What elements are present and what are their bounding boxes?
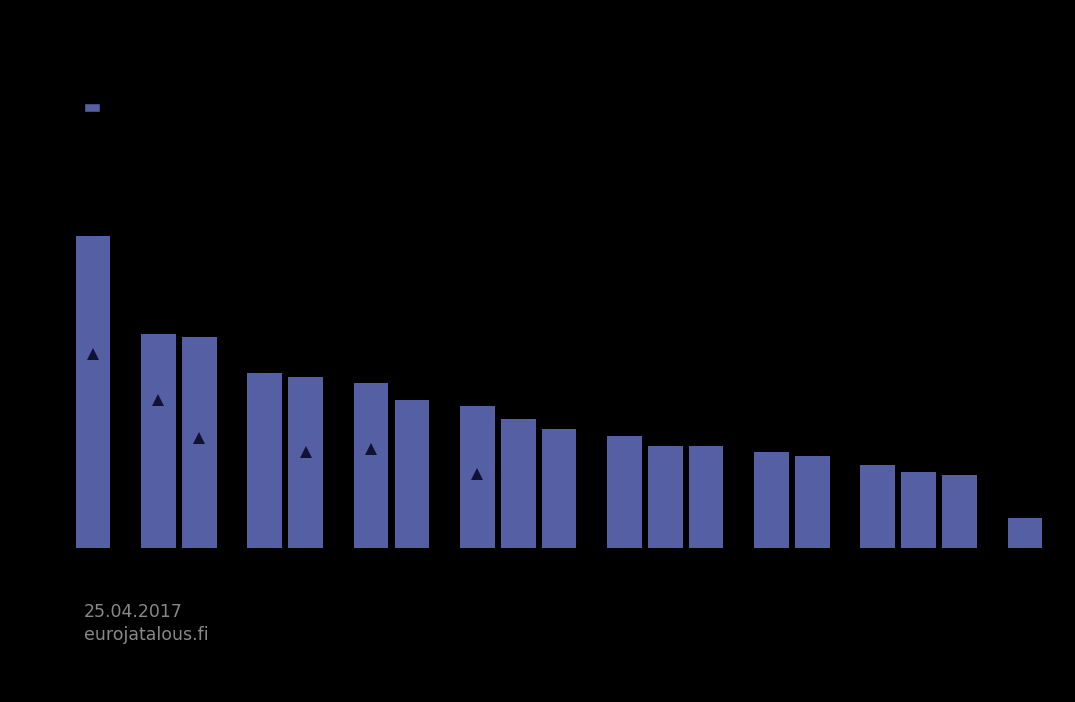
Bar	[141, 334, 176, 548]
Bar	[607, 436, 642, 548]
Bar	[1007, 518, 1043, 548]
Text: 25.04.2017: 25.04.2017	[84, 603, 183, 621]
Bar	[354, 383, 388, 548]
Text: eurojatalous.fi: eurojatalous.fi	[84, 626, 209, 644]
Bar	[288, 377, 322, 548]
Bar	[860, 465, 895, 548]
Bar	[395, 399, 429, 548]
Bar	[247, 373, 282, 548]
Bar	[648, 446, 683, 548]
Bar	[796, 456, 830, 548]
Bar	[182, 338, 217, 548]
Bar	[689, 446, 723, 548]
Bar	[755, 452, 789, 548]
Bar	[942, 475, 977, 548]
Bar	[460, 406, 494, 548]
Bar	[75, 236, 111, 548]
Bar	[542, 430, 576, 548]
Bar	[501, 420, 535, 548]
Bar	[901, 472, 936, 548]
